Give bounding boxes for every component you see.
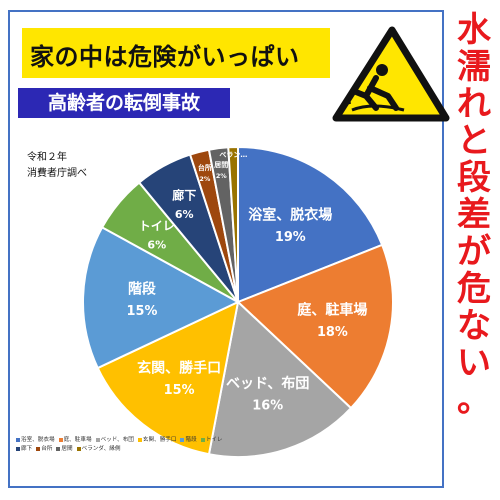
legend-item: 浴室、脱衣場 (16, 436, 55, 445)
slice-value-label: 16% (252, 398, 283, 413)
pie-slice (207, 300, 353, 458)
slice-label: ベッド、布団 (226, 375, 309, 392)
legend-label: 廊下 (21, 446, 33, 452)
slice-label: 階段 (128, 280, 156, 297)
slice-value-label: 19% (275, 230, 306, 245)
legend-label: トイレ (205, 437, 223, 443)
slip-warning-icon (332, 26, 450, 122)
legend-swatch (56, 446, 61, 451)
legend-label: 浴室、脱衣場 (21, 437, 55, 443)
legend-item: トイレ (200, 436, 223, 445)
slice-label: 廊下 (172, 187, 196, 202)
legend-label: 居間 (61, 446, 73, 452)
title-banner (22, 28, 330, 78)
slice-label: 浴室、脱衣場 (248, 206, 332, 223)
legend-swatch (95, 437, 100, 442)
source-agency: 消費者庁調べ (27, 168, 87, 179)
slice-value-label: 2% (216, 172, 227, 180)
page-title: 家の中は危険がいっぱい (30, 43, 300, 71)
side-char: が (457, 232, 491, 272)
side-char: 。 (457, 380, 491, 420)
pie-slice (96, 300, 240, 456)
slice-label: 居間 (214, 160, 228, 169)
slice-value-label: 15% (164, 383, 195, 398)
legend-label: ベッド、布団 (100, 437, 134, 443)
legend-item: ベッド、布団 (95, 436, 134, 445)
chart-legend: 浴室、脱衣場 庭、駐車場 ベッド、布団 玄関、勝手口 階段 トイレ廊下 台所 居間 ベランダ、縁… (16, 436, 246, 454)
legend-label: 台所 (41, 446, 53, 452)
legend-swatch (16, 437, 20, 442)
legend-item: 庭、駐車場 (58, 436, 92, 445)
slice-value-label: 15% (127, 304, 158, 319)
slice-value-label: 6% (147, 239, 166, 252)
legend-label: 階段 (185, 437, 197, 443)
chart-subtitle: 高齢者の転倒事故 (18, 88, 230, 118)
pie-slice (237, 145, 384, 304)
side-warning-text: 水濡れと段差が危ない。 (452, 12, 496, 419)
slice-label: トイレ (139, 219, 175, 233)
legend-swatch (180, 437, 185, 442)
side-char: 段 (457, 158, 491, 198)
legend-label: 庭、駐車場 (63, 437, 92, 443)
slice-value-label: 18% (317, 325, 348, 340)
legend-item: 台所 (36, 445, 52, 454)
side-char: 水 (457, 10, 491, 50)
side-char: 差 (457, 195, 491, 235)
slice-label: 台所 (198, 163, 212, 172)
legend-label: 玄関、勝手口 (142, 437, 177, 443)
side-char: な (457, 306, 491, 346)
legend-item: ベランダ、縁側 (76, 445, 121, 454)
slice-label: 庭、駐車場 (297, 301, 367, 318)
legend-item: 廊下 (16, 445, 32, 454)
legend-swatch (36, 446, 41, 451)
legend-item: 居間 (56, 445, 73, 454)
pie-slice (82, 225, 241, 370)
side-char: と (457, 121, 491, 161)
legend-swatch (200, 437, 205, 442)
side-char: い (457, 343, 491, 383)
legend-swatch (76, 446, 81, 451)
slice-label: 玄関、勝手口 (137, 359, 221, 376)
slice-value-label: 2% (199, 175, 210, 183)
legend-swatch (137, 437, 142, 442)
legend-item: 玄関、勝手口 (137, 436, 177, 445)
side-char: れ (457, 84, 491, 124)
legend-swatch (58, 437, 63, 442)
legend-label: ベランダ、縁側 (81, 446, 121, 452)
side-char: 濡 (457, 47, 491, 87)
legend-swatch (16, 446, 20, 451)
source-note: 令和２年 消費者庁調べ (27, 150, 87, 182)
side-char: 危 (457, 269, 491, 309)
source-year: 令和２年 (27, 152, 67, 163)
pie-slice (236, 243, 394, 410)
legend-item: 階段 (180, 436, 197, 445)
slice-label: ベラン… (219, 151, 247, 159)
pie-slice (227, 145, 239, 303)
slice-value-label: 6% (175, 208, 194, 221)
